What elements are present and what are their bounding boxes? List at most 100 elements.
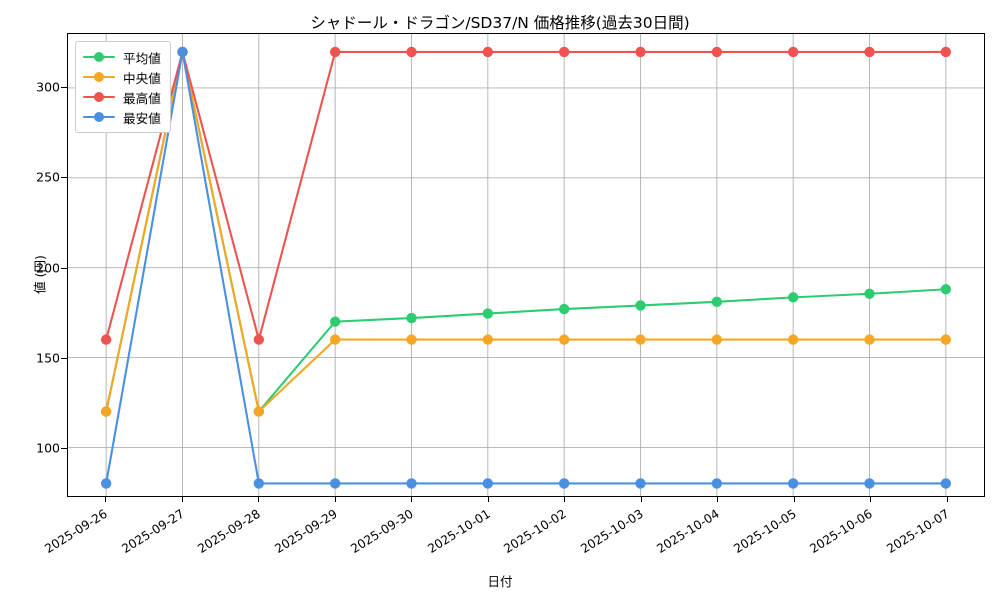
data-point-marker (100, 334, 112, 345)
data-point-marker (406, 334, 417, 345)
plot-area (67, 33, 985, 497)
legend-label: 最高値 (123, 90, 161, 106)
data-point-marker (482, 478, 494, 489)
x-tick-mark (258, 497, 260, 502)
data-point-marker (329, 334, 341, 345)
data-point-marker (864, 46, 875, 58)
x-tick-mark (793, 497, 795, 502)
y-tick-mark (61, 267, 67, 269)
data-point-marker (329, 46, 341, 58)
data-point-marker (635, 478, 646, 489)
data-point-marker (482, 46, 494, 58)
legend-marker-icon (83, 50, 115, 64)
data-point-marker (406, 46, 417, 58)
x-tick-mark (411, 497, 413, 502)
data-point-marker (406, 312, 417, 324)
x-tick-mark (640, 497, 642, 502)
legend-item-1[interactable]: 平均値 (83, 47, 161, 67)
data-point-marker (940, 284, 952, 295)
x-tick-mark (105, 497, 107, 502)
y-tick-label: 300 (36, 79, 60, 95)
grid-lines (68, 34, 984, 496)
data-point-marker (635, 46, 646, 58)
data-point-marker (711, 296, 723, 308)
x-tick-mark (946, 497, 948, 502)
data-point-marker (711, 334, 723, 345)
x-tick-label: 2025-10-05 (730, 506, 799, 557)
data-point-marker (864, 334, 875, 345)
data-point-marker (864, 478, 875, 489)
data-point-marker (711, 46, 723, 58)
data-point-marker (864, 288, 875, 299)
x-tick-label: 2025-09-28 (195, 506, 263, 557)
data-point-marker (253, 406, 265, 417)
data-series-layer (100, 46, 952, 489)
legend-label: 最安値 (123, 110, 161, 126)
y-tick-label: 150 (36, 350, 60, 366)
data-point-marker (940, 478, 952, 489)
series-1 (100, 46, 952, 417)
y-tick-label: 200 (36, 260, 60, 276)
series-line (105, 50, 947, 413)
data-point-marker (787, 478, 799, 489)
legend-marker-icon (83, 90, 115, 104)
legend-item-4[interactable]: 最安値 (83, 107, 161, 127)
legend-label: 中央値 (123, 70, 161, 86)
legend-label: 平均値 (123, 50, 161, 66)
x-tick-mark (334, 497, 336, 502)
legend-item-3[interactable]: 最高値 (83, 87, 161, 107)
data-point-marker (940, 46, 952, 58)
data-point-marker (635, 300, 646, 311)
data-point-marker (406, 478, 417, 489)
series-3 (100, 46, 952, 345)
data-point-marker (253, 334, 265, 345)
x-tick-mark (487, 497, 489, 502)
data-point-marker (482, 308, 494, 319)
x-tick-label: 2025-09-30 (348, 506, 416, 557)
y-tick-mark (61, 448, 67, 450)
legend-item-2[interactable]: 中央値 (83, 67, 161, 87)
data-point-marker (558, 478, 570, 489)
x-tick-label: 2025-09-29 (271, 506, 340, 557)
series-4 (100, 46, 952, 489)
data-point-marker (558, 303, 570, 315)
data-point-marker (558, 46, 570, 58)
data-point-marker (711, 478, 723, 489)
y-axis-tick-labels: 100 150 200 250 300 (22, 33, 60, 497)
data-point-marker (558, 334, 570, 345)
x-tick-label: 2025-10-01 (424, 506, 493, 557)
y-tick-label: 250 (36, 169, 60, 185)
x-tick-mark (717, 497, 719, 502)
x-tick-label: 2025-10-06 (807, 506, 875, 557)
data-point-marker (100, 406, 112, 417)
data-point-marker (787, 334, 799, 345)
chart-legend: 平均値中央値最高値最安値 (75, 41, 171, 133)
data-point-marker (787, 292, 799, 303)
y-tick-label: 100 (36, 440, 60, 456)
x-tick-label: 2025-10-03 (577, 506, 646, 557)
x-tick-label: 2025-10-02 (501, 506, 569, 557)
series-line (105, 50, 947, 485)
series-2 (100, 46, 952, 417)
x-tick-mark (870, 497, 872, 502)
series-line (105, 50, 947, 413)
data-point-marker (177, 46, 188, 58)
y-tick-mark (61, 87, 67, 89)
x-tick-label: 2025-10-04 (654, 506, 722, 557)
x-axis-label: 日付 (487, 574, 513, 589)
series-line (105, 50, 947, 341)
x-tick-label: 2025-09-27 (118, 506, 187, 557)
x-tick-label: 2025-09-26 (42, 506, 110, 557)
legend-marker-icon (83, 70, 115, 84)
x-tick-mark (181, 497, 183, 502)
chart-title: シャドール・ドラゴン/SD37/N 価格推移(過去30日間) (310, 14, 690, 32)
y-tick-mark (61, 357, 67, 359)
data-point-marker (787, 46, 799, 58)
data-point-marker (329, 316, 341, 327)
data-point-marker (635, 334, 646, 345)
data-point-marker (100, 478, 112, 489)
x-tick-mark (564, 497, 566, 502)
y-tick-mark (61, 177, 67, 179)
data-point-marker (329, 478, 341, 489)
